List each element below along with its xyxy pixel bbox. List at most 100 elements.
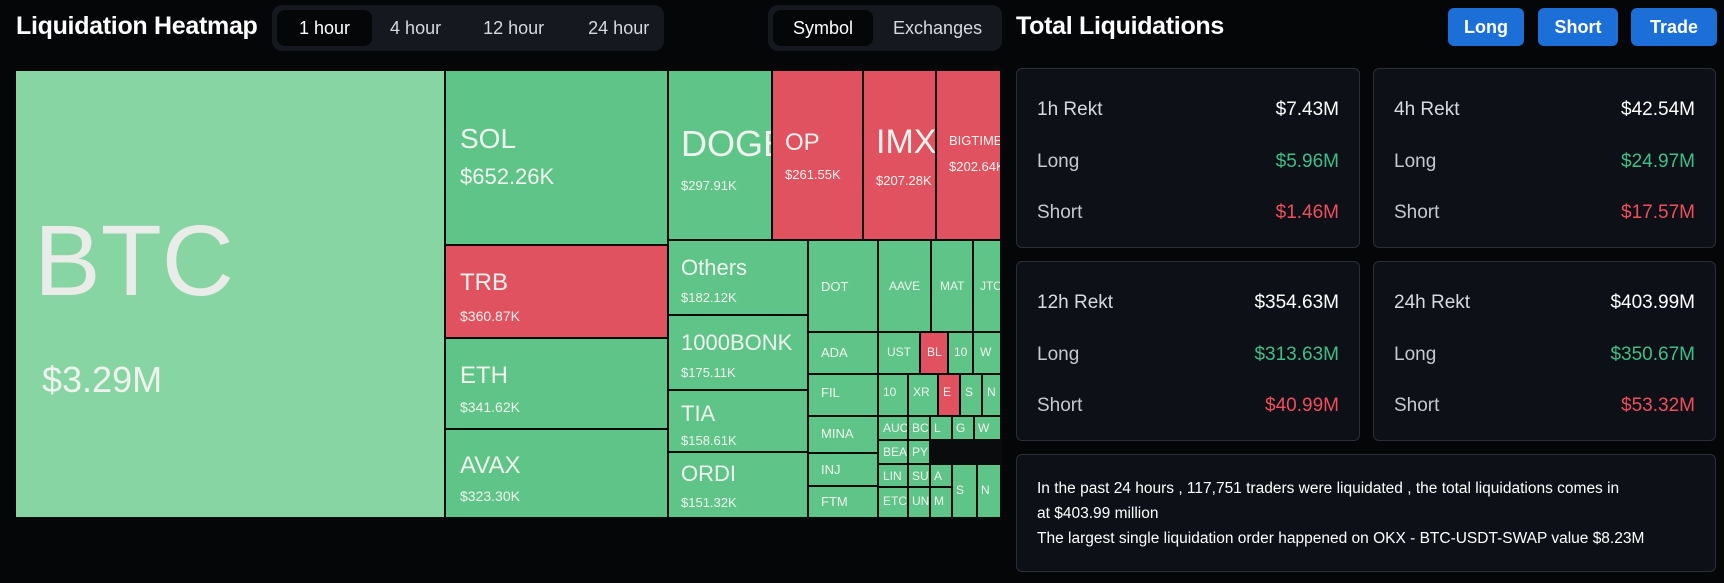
- tile-symbol: E: [943, 385, 952, 399]
- total-liquidations-title: Total Liquidations: [1016, 12, 1225, 40]
- heatmap-tile-inj[interactable]: INJ: [809, 454, 879, 487]
- rekt-card-12h: 12h Rekt $354.63M Long $313.63M Short $40.9…: [1016, 261, 1360, 441]
- heatmap-tile-un[interactable]: UN: [909, 488, 931, 519]
- heatmap-tile-g[interactable]: G: [953, 417, 975, 441]
- heatmap-tile-auc[interactable]: AUC: [879, 417, 909, 441]
- tile-symbol: 10: [883, 385, 897, 399]
- heatmap-tile-s[interactable]: S: [961, 375, 983, 417]
- heatmap-tile-imx[interactable]: IMX $207.28K: [864, 71, 937, 241]
- summary-line-3: The largest single liquidation order hap…: [1037, 530, 1645, 547]
- heatmap-tile-n[interactable]: N: [978, 465, 1002, 519]
- heatmap-tile-s[interactable]: S: [953, 465, 978, 519]
- tab-symbol[interactable]: Symbol: [773, 10, 874, 46]
- short-button[interactable]: Short: [1538, 8, 1618, 46]
- tab-24-hour[interactable]: 24 hour: [588, 17, 650, 38]
- tile-symbol: TIA: [681, 401, 716, 426]
- tile-symbol: M: [934, 494, 944, 508]
- tile-symbol: BC: [912, 421, 929, 435]
- tab-4-hour[interactable]: 4 hour: [390, 17, 442, 38]
- tile-symbol: ETH: [460, 362, 508, 389]
- tile-symbol: MINA: [821, 426, 854, 441]
- short-label: Short: [1394, 202, 1440, 223]
- card-label: 12h Rekt: [1037, 292, 1114, 313]
- tile-value: $297.91K: [681, 178, 737, 193]
- heatmap-tile-ordi[interactable]: ORDI $151.32K: [669, 453, 809, 519]
- tab-1-hour[interactable]: 1 hour: [277, 10, 373, 46]
- short-label: Short: [1037, 202, 1083, 223]
- tile-symbol: TRB: [460, 269, 508, 296]
- tile-symbol: A: [934, 469, 943, 483]
- long-value: $24.97M: [1621, 151, 1695, 172]
- heatmap-tile-eth[interactable]: ETH $341.62K: [446, 339, 669, 430]
- heatmap-tile-10[interactable]: 10: [879, 375, 909, 417]
- liquidation-heatmap: BTC $3.29M SOL $652.26K TRB $360.87K ETH $341.6…: [16, 71, 1002, 519]
- heatmap-tile-op[interactable]: OP $261.55K: [773, 71, 864, 241]
- heatmap-tile-bc[interactable]: BC: [909, 417, 931, 441]
- tab-exchanges[interactable]: Exchanges: [893, 17, 983, 38]
- heatmap-tile-trb[interactable]: TRB $360.87K: [446, 246, 669, 339]
- tile-symbol: G: [956, 421, 966, 435]
- heatmap-tile-w[interactable]: W: [974, 333, 1002, 375]
- tile-symbol: BEA: [883, 445, 908, 459]
- tile-symbol: BL: [927, 345, 942, 359]
- trade-button[interactable]: Trade: [1631, 8, 1717, 46]
- heatmap-title: Liquidation Heatmap: [16, 12, 258, 40]
- heatmap-tile-fil[interactable]: FIL: [809, 375, 879, 417]
- heatmap-tile-bigtime[interactable]: BIGTIME $202.64K: [937, 71, 1002, 241]
- heatmap-tile-aave[interactable]: AAVE: [879, 241, 932, 333]
- tile-symbol: L: [934, 421, 941, 435]
- heatmap-tile-bea[interactable]: BEA: [879, 441, 909, 465]
- heatmap-tile-others[interactable]: Others $182.12K: [669, 241, 809, 316]
- tile-value: $341.62K: [460, 399, 520, 415]
- heatmap-tile-jto[interactable]: JTO: [974, 241, 1002, 333]
- heatmap-tile-sol[interactable]: SOL $652.26K: [446, 71, 669, 246]
- heatmap-tile-lin[interactable]: LIN: [879, 465, 909, 488]
- card-label: 4h Rekt: [1394, 99, 1460, 120]
- heatmap-tile-btc[interactable]: BTC $3.29M: [16, 71, 446, 519]
- tab-12-hour[interactable]: 12 hour: [483, 17, 545, 38]
- tile-symbol: AUC: [883, 421, 909, 435]
- heatmap-tile-etc[interactable]: ETC: [879, 488, 909, 519]
- tile-symbol: S: [965, 385, 974, 399]
- heatmap-tile-a[interactable]: A: [931, 465, 953, 488]
- tile-symbol: MAT: [940, 279, 965, 293]
- heatmap-tile-mina[interactable]: MINA: [809, 417, 879, 454]
- long-value: $350.67M: [1610, 344, 1695, 365]
- tile-symbol: OP: [785, 129, 820, 156]
- heatmap-tile-ftm[interactable]: FTM: [809, 487, 879, 519]
- heatmap-tile-m[interactable]: M: [931, 488, 953, 519]
- heatmap-tile-1000bonk[interactable]: 1000BONK $175.11K: [669, 316, 809, 391]
- tile-symbol: AAVE: [889, 279, 921, 293]
- heatmap-tile-e[interactable]: E: [939, 375, 961, 417]
- long-button[interactable]: Long: [1448, 8, 1524, 46]
- tile-symbol: LIN: [883, 469, 902, 483]
- short-value: $1.46M: [1275, 202, 1339, 223]
- heatmap-tile-su[interactable]: SU: [909, 465, 931, 488]
- tile-symbol: DOGE: [681, 123, 771, 164]
- heatmap-tile-10[interactable]: 10: [949, 333, 974, 375]
- card-total: $7.43M: [1275, 99, 1339, 120]
- heatmap-tile-dot[interactable]: DOT: [809, 241, 879, 333]
- heatmap-tile-tia[interactable]: TIA $158.61K: [669, 391, 809, 453]
- tile-symbol: JTO: [980, 279, 1002, 293]
- heatmap-tile-mat[interactable]: MAT: [932, 241, 974, 333]
- tile-value: $323.30K: [460, 488, 520, 504]
- heatmap-tile-bl[interactable]: BL: [921, 333, 949, 375]
- heatmap-tile-ada[interactable]: ADA: [809, 333, 879, 375]
- tile-symbol: 10: [954, 345, 968, 359]
- heatmap-tile-n[interactable]: N: [983, 375, 1002, 417]
- heatmap-tile-l[interactable]: L: [931, 417, 953, 441]
- heatmap-tile-xr[interactable]: XR: [909, 375, 939, 417]
- heatmap-tile-py[interactable]: PY: [909, 441, 931, 465]
- tile-symbol: XR: [913, 385, 930, 399]
- tile-symbol: W: [978, 421, 990, 435]
- heatmap-tile-doge[interactable]: DOGE $297.91K: [669, 71, 773, 241]
- short-label: Short: [1037, 395, 1083, 416]
- heatmap-tile-w[interactable]: W: [975, 417, 1002, 441]
- tile-value: $151.32K: [681, 495, 737, 510]
- tile-symbol: S: [956, 483, 965, 497]
- tile-symbol: UST: [887, 345, 911, 359]
- heatmap-tile-avax[interactable]: AVAX $323.30K: [446, 430, 669, 519]
- heatmap-tile-ust[interactable]: UST: [879, 333, 921, 375]
- rekt-card-24h: 24h Rekt $403.99M Long $350.67M Short $53.3…: [1373, 261, 1716, 441]
